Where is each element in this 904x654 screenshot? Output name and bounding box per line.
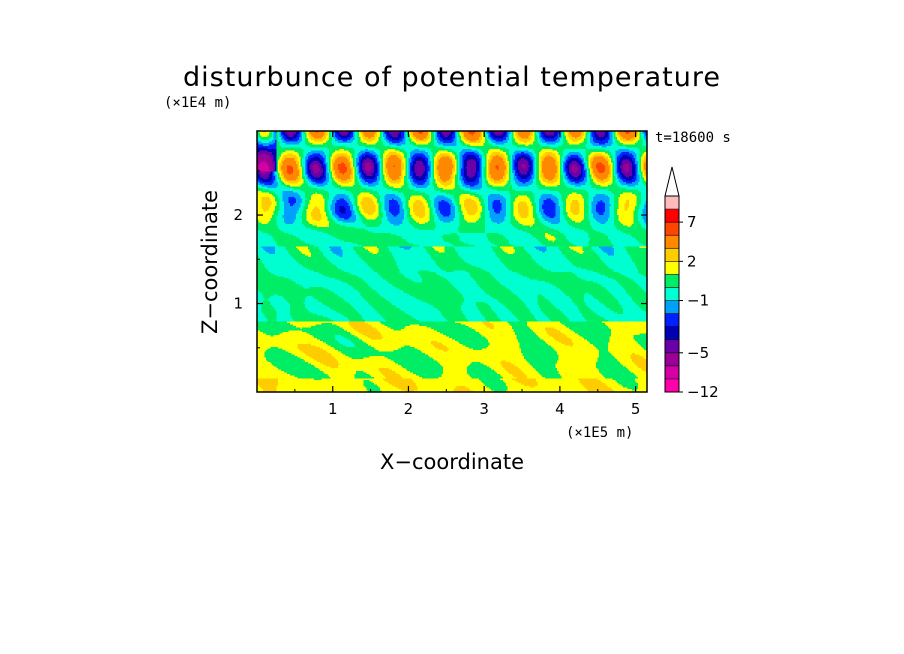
- colorbar-bin: [665, 365, 679, 380]
- colorbar-label: −5: [687, 344, 709, 362]
- colorbar-label: −12: [687, 383, 719, 401]
- colorbar-bin: [665, 222, 679, 236]
- colorbar-label: 2: [687, 252, 697, 270]
- x-tick-label: 4: [555, 400, 565, 418]
- colorbar-bin: [665, 339, 679, 354]
- colorbar-bin: [665, 209, 679, 223]
- colorbar-label: −1: [687, 292, 709, 310]
- x-axis-label: X−coordinate: [380, 450, 524, 474]
- colorbar-extension: [664, 166, 680, 197]
- x-unit-label: (×1E5 m): [566, 425, 633, 441]
- x-tick-label: 5: [631, 400, 641, 418]
- colorbar-bin: [665, 313, 679, 327]
- plot-frame: [256, 130, 648, 393]
- colorbar-bin: [665, 326, 679, 341]
- colorbar-bin: [665, 352, 679, 367]
- colorbar-bin: [665, 274, 679, 288]
- y-unit-label: (×1E4 m): [164, 95, 231, 111]
- x-axis-ticks: 1 2 3 4 5: [294, 131, 641, 418]
- colorbar-bin: [665, 248, 679, 262]
- colorbar-bin: [665, 287, 679, 301]
- colorbar-label: 7: [687, 213, 697, 231]
- chart-title: disturbunce of potential temperature: [183, 62, 721, 93]
- x-tick-label: 1: [328, 400, 338, 418]
- colorbar-bin: [665, 300, 679, 314]
- y-tick-label: 2: [233, 206, 243, 224]
- heatmap-image: [257, 131, 647, 392]
- colorbar-bin: [665, 261, 679, 275]
- colorbar: −12−5−127: [664, 166, 719, 401]
- y-axis-label: Z−coordinate: [198, 190, 222, 334]
- y-axis-ticks: 12: [233, 170, 647, 349]
- colorbar-bin: [665, 235, 679, 249]
- colorbar-bin: [665, 196, 679, 210]
- x-tick-label: 3: [479, 400, 489, 418]
- colorbar-bin: [665, 378, 679, 393]
- x-tick-label: 2: [404, 400, 414, 418]
- y-tick-label: 1: [233, 295, 243, 313]
- time-label: t=18600 s: [655, 130, 731, 146]
- heatmap-area: [256, 130, 648, 393]
